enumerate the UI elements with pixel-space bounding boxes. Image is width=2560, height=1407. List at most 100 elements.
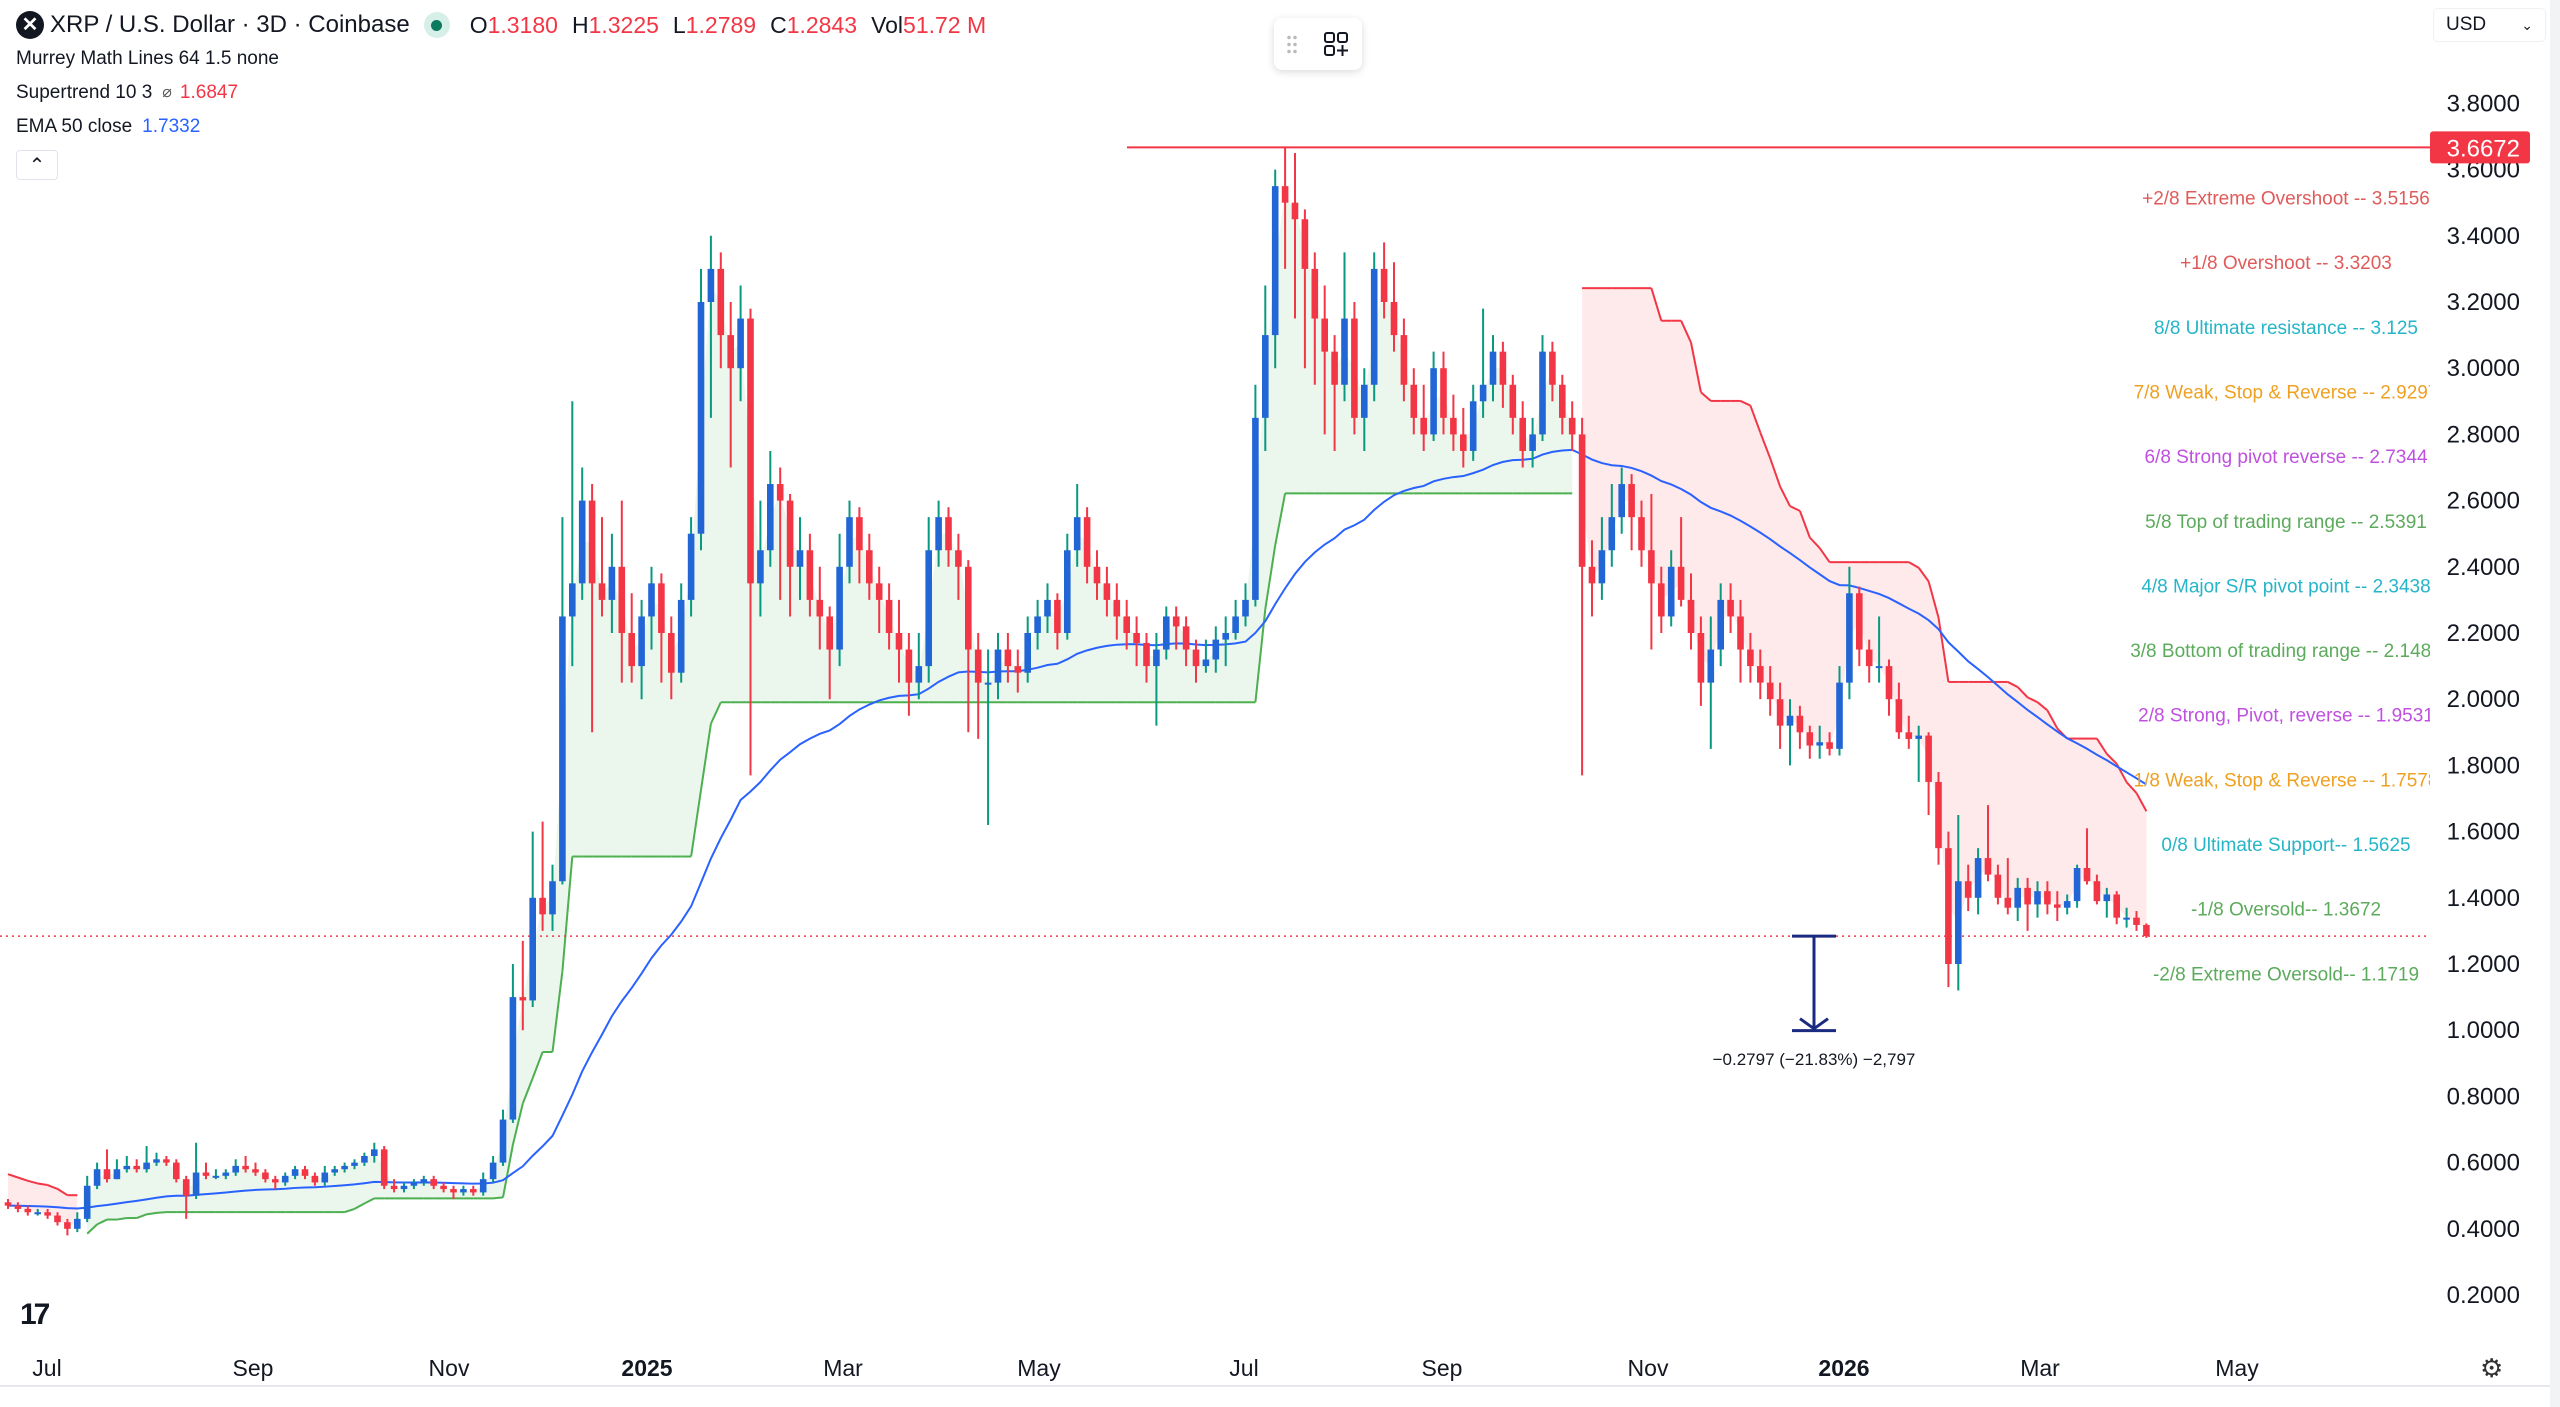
tradingview-logo[interactable]: 17 <box>20 1298 50 1331</box>
market-status-icon[interactable] <box>423 12 450 38</box>
candle-body <box>1172 616 1180 627</box>
high-price-badge <box>2430 131 2530 164</box>
candle-body <box>1786 715 1794 726</box>
candle-body <box>1737 616 1744 650</box>
candle <box>1390 262 1398 352</box>
candle <box>2054 891 2061 921</box>
price-axis-label: 2.4000 <box>2447 554 2520 581</box>
supertrend-up-line <box>511 1103 524 1145</box>
candle-body <box>1984 858 1992 875</box>
supertrend-down-fill <box>2017 687 2028 898</box>
candle <box>470 1185 477 1196</box>
candle <box>1064 533 1071 640</box>
indicator-supertrend[interactable]: Supertrend 10 3 ⌀ 1.6847 <box>16 76 994 110</box>
supertrend-down-fill <box>2126 782 2137 922</box>
supertrend-down-fill <box>17 1177 28 1211</box>
candle-body <box>984 682 992 685</box>
candle <box>1846 566 1853 700</box>
supertrend-up-fill <box>1295 210 1305 494</box>
supertrend-down-line <box>1680 320 1692 343</box>
supertrend-down-fill <box>2057 728 2068 907</box>
candle-body <box>1509 384 1517 418</box>
price-axis-label: 2.0000 <box>2447 686 2520 713</box>
candle <box>1578 417 1586 776</box>
supertrend-down-line <box>1809 536 1821 549</box>
supertrend-down-line <box>1769 457 1782 487</box>
candle-body <box>499 1119 507 1163</box>
candle-body <box>1885 666 1893 700</box>
candle <box>786 493 794 617</box>
candle <box>1469 384 1477 461</box>
candle <box>539 821 546 931</box>
supertrend-up-fill <box>651 599 662 857</box>
settings-icon[interactable]: ⚙ <box>2480 1353 2504 1383</box>
drag-handle-icon[interactable] <box>1286 34 1298 54</box>
candle-body <box>509 997 517 1120</box>
candle-body <box>1687 599 1695 633</box>
candle-body <box>895 633 903 650</box>
candle <box>2063 894 2071 915</box>
candle <box>1420 384 1427 451</box>
candle-body <box>1311 268 1319 319</box>
candle-body <box>93 1169 101 1186</box>
candle-body <box>1103 583 1111 600</box>
murrey-level-label: 3/8 Bottom of trading range -- 2.1484 <box>2130 641 2442 662</box>
supertrend-down-fill <box>1621 288 1632 501</box>
candle <box>1955 815 1962 991</box>
supertrend-down-line <box>1908 561 1920 569</box>
candle <box>965 560 972 733</box>
supertrend-down-line <box>2036 701 2049 712</box>
candle <box>1341 252 1348 402</box>
candle <box>905 633 913 716</box>
candle <box>1291 153 1299 319</box>
candle-body <box>54 1215 61 1223</box>
supertrend-up-line <box>531 1051 544 1079</box>
add-layout-icon[interactable] <box>1322 30 1350 58</box>
candle-body <box>2123 917 2130 920</box>
candle <box>1410 368 1418 435</box>
currency-select[interactable]: USD ⌄ <box>2433 8 2546 42</box>
candle-body <box>450 1189 457 1193</box>
supertrend-up-line <box>156 1211 167 1214</box>
indicator-murrey[interactable]: Murrey Math Lines 64 1.5 none <box>16 42 994 76</box>
candle <box>2034 881 2041 918</box>
candle <box>1717 583 1724 667</box>
candle-body <box>1301 219 1309 269</box>
candle-body <box>1113 599 1121 617</box>
supertrend-up-fill <box>344 1164 355 1213</box>
supertrend-down-line <box>37 1182 48 1186</box>
candle-body <box>1202 659 1210 667</box>
candle-body <box>856 517 863 551</box>
candle <box>1598 517 1606 600</box>
candle <box>1271 169 1279 369</box>
time-axis-label: May <box>2215 1355 2259 1381</box>
supertrend-down-fill <box>1601 288 1612 567</box>
supertrend-down-fill <box>1978 681 1988 878</box>
candle-body <box>44 1212 51 1216</box>
collapse-legend-button[interactable]: ⌃ <box>16 150 58 180</box>
candle <box>2073 864 2081 908</box>
candle-body <box>1905 732 1913 739</box>
candle-body <box>994 649 1002 683</box>
candle-body <box>1232 616 1239 633</box>
candle-body <box>717 268 725 336</box>
candle-body <box>1895 699 1903 733</box>
supertrend-up-fill <box>116 1167 127 1220</box>
candle-body <box>14 1205 22 1209</box>
candle <box>1301 209 1309 369</box>
candle <box>816 566 824 650</box>
supertrend-up-fill <box>839 541 850 703</box>
supertrend-down-fill <box>2047 710 2058 907</box>
candle <box>529 831 536 1008</box>
candle-body <box>1163 616 1170 650</box>
murrey-level-label: -1/8 Oversold-- 1.3672 <box>2191 900 2381 921</box>
murrey-level-label: 2/8 Strong, Pivot, reverse -- 1.9531 <box>2138 706 2434 727</box>
indicator-ema[interactable]: EMA 50 close 1.7332 <box>16 110 994 144</box>
symbol-title[interactable]: XRP / U.S. Dollar · 3D · Coinbase <box>50 11 410 38</box>
candle-body <box>1519 417 1526 451</box>
candle <box>1885 659 1893 716</box>
candle-body <box>727 335 734 369</box>
supertrend-down-fill <box>2027 697 2038 898</box>
high-label: H <box>571 12 589 38</box>
